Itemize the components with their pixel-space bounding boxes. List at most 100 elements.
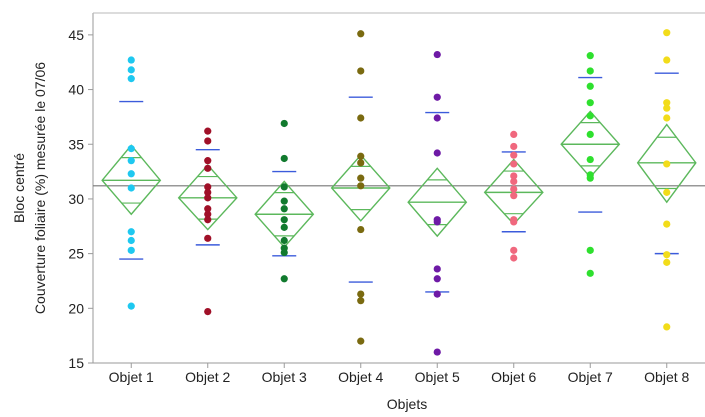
data-point — [586, 174, 594, 182]
data-point — [280, 275, 288, 283]
data-point — [204, 194, 212, 202]
data-point — [510, 151, 518, 159]
data-point — [357, 337, 365, 345]
data-point — [663, 160, 671, 168]
y-tick-label: 35 — [68, 136, 84, 152]
data-point — [433, 114, 441, 122]
data-point — [280, 183, 288, 191]
y-tick-label: 40 — [68, 82, 84, 98]
data-point — [586, 82, 594, 90]
data-point — [433, 275, 441, 283]
data-point — [433, 149, 441, 157]
means-diamonds-layer — [101, 72, 697, 293]
data-point — [510, 246, 518, 254]
data-point — [127, 56, 135, 64]
data-point — [586, 246, 594, 254]
data-point — [663, 251, 671, 259]
data-point — [510, 218, 518, 226]
x-tick-label: Objet 2 — [185, 369, 230, 385]
labels-layer: 15 20 25 30 35 40 45 Objet 1 Objet 2 Objet 3 Objet… — [11, 27, 690, 412]
data-point — [510, 160, 518, 168]
data-point — [204, 137, 212, 145]
data-point — [204, 183, 212, 191]
data-point — [127, 157, 135, 165]
data-point — [586, 269, 594, 277]
data-point — [663, 114, 671, 122]
data-point — [433, 348, 441, 356]
data-point — [204, 188, 212, 196]
data-point — [357, 174, 365, 182]
x-axis-title: Objets — [387, 396, 427, 412]
data-point — [586, 112, 594, 120]
y-tick-label: 25 — [68, 246, 84, 262]
x-tick-label: Objet 6 — [491, 369, 536, 385]
data-point — [357, 67, 365, 75]
data-point — [127, 246, 135, 254]
data-point — [204, 127, 212, 135]
data-point — [127, 170, 135, 178]
data-point — [586, 155, 594, 164]
data-point — [663, 258, 671, 266]
points-layer — [127, 29, 671, 356]
data-point — [204, 157, 212, 165]
data-point — [127, 236, 135, 245]
data-point — [204, 216, 212, 224]
y-tick-label: 30 — [68, 191, 84, 207]
data-point — [510, 192, 518, 200]
x-tick-label: Objet 4 — [338, 369, 383, 385]
data-point — [357, 182, 365, 190]
y-tick-label: 20 — [68, 300, 84, 316]
data-point — [357, 225, 365, 234]
data-point — [127, 228, 135, 236]
data-point — [280, 205, 288, 213]
data-point — [357, 297, 365, 305]
data-point — [204, 205, 212, 213]
data-point — [127, 75, 135, 83]
data-point — [510, 142, 518, 151]
data-point — [357, 159, 365, 167]
data-point — [663, 220, 671, 228]
data-point — [510, 177, 518, 186]
data-point — [663, 56, 671, 64]
data-point — [357, 30, 365, 38]
data-point — [510, 130, 518, 139]
x-tick-label: Objet 8 — [644, 369, 689, 385]
data-point — [127, 302, 135, 310]
y-tick-label: 15 — [68, 355, 84, 371]
data-point — [357, 290, 365, 298]
data-point — [127, 66, 135, 74]
axes-layer — [88, 12, 705, 368]
data-point — [433, 50, 441, 59]
data-point — [280, 154, 288, 163]
data-point — [357, 152, 365, 160]
data-point — [433, 265, 441, 273]
y-tick-label: 45 — [68, 27, 84, 43]
data-point — [127, 145, 135, 153]
y-axis-title-line: Couverture foliaire (%) mesurée le 07/06 — [32, 62, 48, 314]
data-point — [204, 210, 212, 218]
data-point — [433, 93, 441, 101]
data-point — [663, 29, 671, 37]
x-tick-label: Objet 5 — [415, 369, 460, 385]
data-point — [586, 130, 594, 139]
data-point — [280, 236, 288, 245]
data-point — [357, 114, 365, 122]
data-point — [280, 197, 288, 205]
data-point — [204, 164, 212, 172]
data-point — [510, 185, 518, 193]
data-point — [204, 234, 212, 242]
data-point — [280, 216, 288, 224]
data-point — [433, 290, 441, 298]
data-point — [510, 254, 518, 262]
data-point — [663, 188, 671, 196]
x-tick-label: Objet 3 — [262, 369, 307, 385]
data-point — [663, 323, 671, 331]
data-point — [586, 52, 594, 60]
data-point — [127, 184, 135, 192]
y-axis-title-line: Bloc centré — [11, 153, 27, 223]
data-point — [280, 119, 288, 128]
data-point — [663, 99, 671, 107]
x-tick-label: Objet 1 — [109, 369, 154, 385]
